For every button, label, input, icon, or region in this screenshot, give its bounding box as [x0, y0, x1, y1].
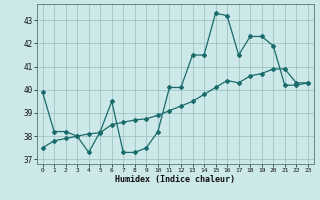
- X-axis label: Humidex (Indice chaleur): Humidex (Indice chaleur): [115, 175, 235, 184]
